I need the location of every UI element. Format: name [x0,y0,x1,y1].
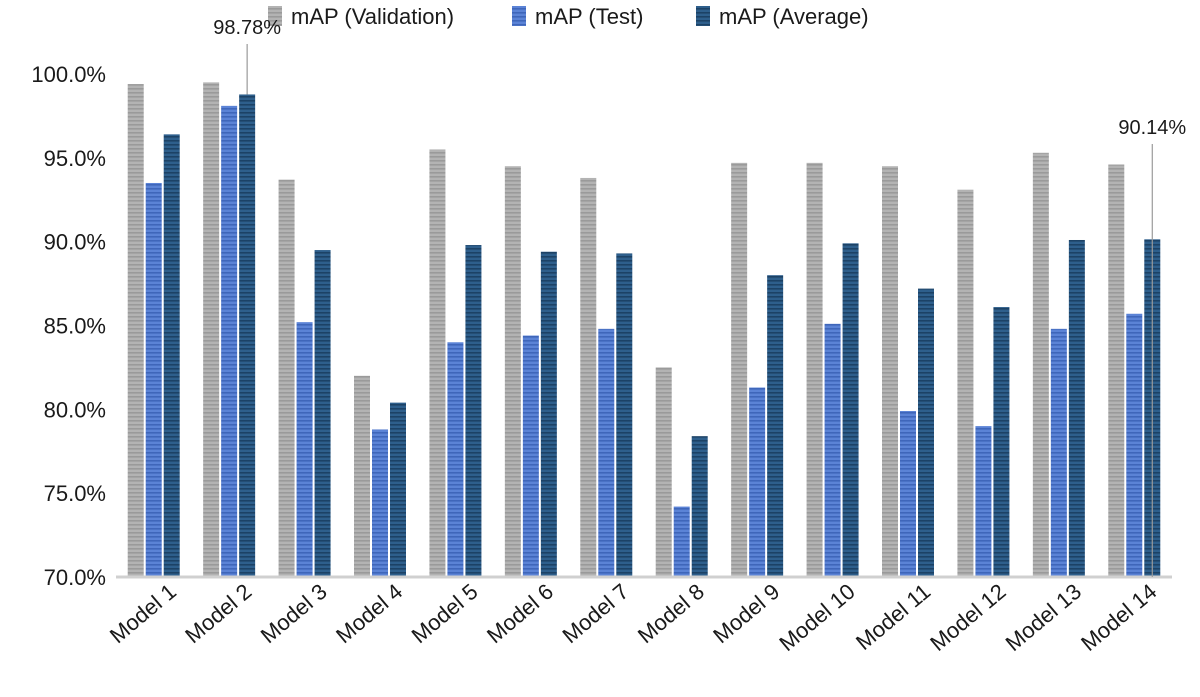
bar [993,307,1010,577]
bar [390,402,406,577]
bar [824,323,841,577]
bar [1108,164,1125,578]
bar [163,134,180,578]
bar [882,166,898,577]
x-tick-label: Model 14 [1076,579,1161,656]
bar-group [354,375,406,577]
legend-swatch [512,6,526,26]
bar-group [655,367,708,577]
bar [296,322,313,577]
bar [1032,152,1049,577]
bar [1050,328,1067,577]
bar [598,328,615,577]
y-tick-label: 100.0% [31,62,106,87]
bar-group [1032,152,1085,578]
x-tick-label: Model 11 [851,579,935,655]
y-tick-label: 85.0% [44,314,106,339]
bar-group [504,166,557,577]
x-axis: Model 1 Model 2 Model 3 Model 4 Model 5 Model… [105,575,1172,656]
bar [465,245,482,577]
x-tick-label: Model 12 [925,579,1010,656]
bar [673,506,690,577]
x-tick-label: Model 6 [482,579,558,648]
x-tick-label: Model 8 [633,579,709,648]
chart-legend: mAP (Validation) mAP (Test) mAP (Average) [268,4,869,29]
bar [127,84,144,577]
bar [278,179,295,577]
legend-label: mAP (Average) [719,4,869,29]
bar [372,429,388,577]
data-label: 90.14% [1118,117,1186,139]
y-tick-label: 95.0% [44,146,106,171]
bar [1126,313,1143,577]
bar [691,436,708,577]
bar [522,335,539,577]
bar [749,387,766,577]
bar [314,250,331,578]
x-tick-label: Model 10 [774,579,859,656]
data-label-annotation: 90.14% [1118,117,1186,577]
bar [655,367,672,577]
bar-group [957,189,1010,577]
bar [145,182,162,577]
bar-group [731,162,784,577]
data-label: 98.78% [213,17,281,39]
bar [429,149,446,577]
y-tick-label: 90.0% [44,230,106,255]
bar-group [278,179,331,578]
x-tick-label: Model 4 [331,579,407,648]
y-axis: 70.0% 75.0% 80.0% 85.0% 90.0% 95.0% 100.0% [31,62,106,590]
bar-group [806,162,859,578]
bar [580,177,597,577]
x-tick-label: Model 13 [1001,579,1086,656]
x-tick-label: Model 9 [708,579,784,648]
data-label-annotation: 98.78% [213,17,281,95]
bar [504,166,521,577]
legend-item-2: mAP (Average) [696,4,869,29]
legend-label: mAP (Validation) [291,4,454,29]
bar [900,411,916,577]
plot-area [127,82,1161,578]
legend-swatch [696,6,710,26]
legend-item-0: mAP (Validation) [268,4,454,29]
bar-group [580,177,633,578]
bar [975,426,992,577]
bar [221,105,238,578]
bar-group [203,82,256,578]
x-tick-label: Model 7 [557,579,633,648]
bar [842,243,859,578]
chart-annotations: 98.78% 90.14% [213,17,1186,577]
legend-label: mAP (Test) [535,4,643,29]
bar [918,288,934,577]
bar-group [127,84,180,578]
x-tick-label: Model 5 [407,579,483,648]
bar [447,342,464,577]
legend-item-1: mAP (Test) [512,4,643,29]
bar-group [882,166,934,577]
x-tick-label: Model 2 [180,579,256,648]
bar [731,162,748,577]
y-tick-label: 75.0% [44,481,106,506]
bar [806,162,823,577]
bar [767,275,784,577]
bar [239,94,256,578]
legend-swatch [268,6,282,26]
bar [354,375,370,577]
bar [540,251,557,577]
bar [203,82,220,577]
bar [1068,239,1085,578]
x-tick-label: Model 3 [256,579,332,648]
bar-group [429,149,482,577]
y-tick-label: 80.0% [44,397,106,422]
bar [957,189,974,577]
bar [616,253,633,578]
x-tick-label: Model 1 [105,579,181,648]
y-tick-label: 70.0% [44,565,106,590]
